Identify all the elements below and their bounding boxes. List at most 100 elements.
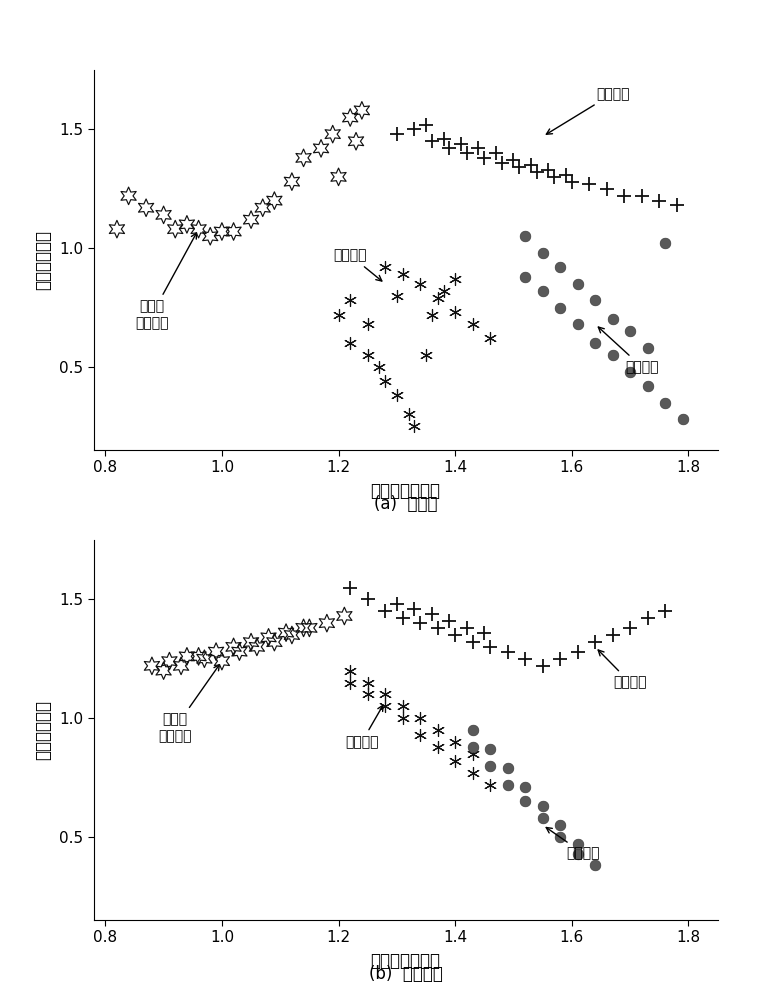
Point xyxy=(227,224,239,240)
Point xyxy=(181,216,193,232)
Point xyxy=(618,188,630,204)
Point xyxy=(297,150,310,166)
Y-axis label: 负半周盒维数: 负半周盒维数 xyxy=(34,230,52,290)
Point xyxy=(519,793,531,809)
Point xyxy=(379,373,392,389)
Point xyxy=(554,817,566,833)
Point xyxy=(671,197,683,213)
Point xyxy=(361,686,374,702)
Point xyxy=(519,779,531,795)
Text: (b)  信息维数: (b) 信息维数 xyxy=(369,965,442,983)
Point xyxy=(636,188,648,204)
Point xyxy=(414,276,427,292)
Point xyxy=(245,212,257,228)
Text: 金属微粒: 金属微粒 xyxy=(345,705,383,749)
Point xyxy=(572,644,584,660)
Point xyxy=(198,651,211,667)
Point xyxy=(449,753,462,769)
Point xyxy=(502,777,514,793)
Point xyxy=(396,610,409,626)
Point xyxy=(641,378,654,394)
Point xyxy=(548,169,561,185)
Point xyxy=(414,710,427,726)
Point xyxy=(537,658,549,674)
Text: 金属微粒: 金属微粒 xyxy=(333,248,382,281)
Point xyxy=(408,121,420,137)
Point xyxy=(332,169,345,185)
Point xyxy=(396,698,409,714)
Point xyxy=(257,200,269,216)
Point xyxy=(158,663,170,679)
Point xyxy=(554,651,566,667)
Point xyxy=(466,722,479,738)
Point xyxy=(379,698,392,714)
Point xyxy=(361,591,374,607)
Point xyxy=(659,603,672,619)
Point xyxy=(449,627,462,643)
Point xyxy=(449,304,462,320)
Point xyxy=(379,259,392,275)
Point xyxy=(431,620,444,636)
Point xyxy=(624,364,636,380)
Point xyxy=(537,798,549,814)
Point xyxy=(525,157,537,173)
Point xyxy=(466,739,479,755)
Point xyxy=(455,136,467,152)
Point xyxy=(303,620,316,636)
Point xyxy=(461,620,473,636)
Point xyxy=(478,150,491,166)
Point xyxy=(414,615,427,631)
Point xyxy=(472,140,484,156)
Point xyxy=(175,658,187,674)
Point xyxy=(297,620,310,636)
Point xyxy=(484,758,496,774)
Point xyxy=(438,283,450,299)
Point xyxy=(285,627,298,643)
Point xyxy=(379,603,392,619)
Point xyxy=(262,629,275,645)
Point xyxy=(502,644,514,660)
Point xyxy=(431,722,444,738)
Text: 金属尖端: 金属尖端 xyxy=(598,327,658,374)
Point xyxy=(466,634,479,650)
Text: 绵缘子
表面污秽: 绵缘子 表面污秽 xyxy=(158,665,219,743)
Point xyxy=(344,663,356,679)
Point xyxy=(572,846,584,862)
Point xyxy=(624,323,636,339)
Point xyxy=(572,316,584,332)
Point xyxy=(227,639,239,655)
Point xyxy=(396,710,409,726)
Point xyxy=(402,406,415,422)
Point xyxy=(461,145,473,161)
Point xyxy=(572,276,584,292)
Point xyxy=(484,330,496,346)
Point xyxy=(338,608,350,624)
Point xyxy=(215,653,228,669)
Point xyxy=(420,117,432,133)
Point xyxy=(146,658,158,674)
Point xyxy=(502,760,514,776)
Point xyxy=(344,579,356,595)
Point xyxy=(589,857,601,873)
Point xyxy=(414,727,427,743)
Point xyxy=(391,596,403,612)
Point xyxy=(537,283,549,299)
Text: 金属尖端: 金属尖端 xyxy=(546,827,601,860)
Point xyxy=(361,674,374,690)
Point xyxy=(583,176,596,192)
Point xyxy=(443,613,456,629)
Point xyxy=(163,653,176,669)
Point xyxy=(332,307,345,323)
Text: (a)  盒维数: (a) 盒维数 xyxy=(374,495,438,513)
Point xyxy=(542,162,555,178)
Point xyxy=(426,133,438,149)
Point xyxy=(606,347,619,363)
Point xyxy=(193,648,205,664)
Point xyxy=(349,133,362,149)
Text: 悬浮电极: 悬浮电极 xyxy=(598,650,647,690)
Point xyxy=(484,741,496,757)
Point xyxy=(391,288,403,304)
Point xyxy=(641,340,654,356)
Point xyxy=(443,140,456,156)
Point xyxy=(181,648,193,664)
